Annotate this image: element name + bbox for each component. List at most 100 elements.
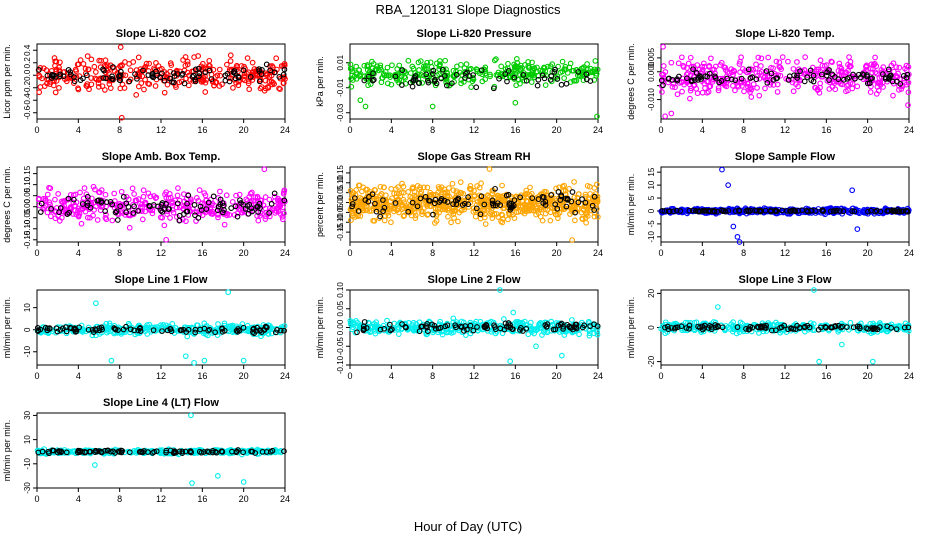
data-point [785,77,792,83]
chart-panel-5: Slope Gas Stream RH0 4 8 12 16 20 24-0.15-0.10… [315,151,603,258]
data-point [167,215,173,221]
data-point [507,74,514,81]
x-tick-label: 0 [658,371,663,381]
data-point [458,61,464,68]
x-tick-label: 8 [117,125,122,135]
series-hourly [361,66,594,92]
x-tick-label: 20 [239,371,249,381]
data-point [230,69,237,76]
data-point [785,58,791,65]
data-point [768,70,775,77]
data-point [688,78,695,85]
data-point [146,81,153,87]
data-point [202,69,209,76]
data-point [817,80,823,87]
y-tick-label: 0.005 [647,47,656,68]
panel-title: Slope Gas Stream RH [417,151,530,163]
data-point [753,61,759,68]
data-point [566,64,573,71]
data-point [592,58,599,64]
data-point [699,89,706,96]
data-point [490,85,497,92]
y-axis-label: ml/min per min. [626,297,636,359]
data-point [191,202,198,208]
data-point [687,54,694,61]
data-point [47,213,54,220]
data-point [158,70,165,77]
data-point [794,59,800,65]
data-point [573,77,580,84]
data-point [44,209,51,216]
data-point [678,54,685,61]
data-point [794,75,801,81]
data-point [690,63,697,70]
y-axis-label: Licor ppm per min. [2,44,12,119]
data-point [552,66,558,73]
outlier-point [507,358,514,365]
x-tick-label: 20 [239,248,249,258]
data-point [441,73,448,79]
data-point [63,78,70,85]
data-point [591,68,598,75]
data-point [880,64,887,70]
data-point [388,219,394,226]
data-point [837,81,844,87]
outlier-point [510,309,517,316]
data-point [537,67,543,74]
x-tick-label: 12 [780,248,790,258]
data-point [433,80,440,87]
data-point [841,76,847,83]
data-point [832,86,839,93]
data-point [674,91,681,98]
data-point [748,94,755,100]
data-point [361,62,368,69]
x-tick-label: 4 [389,371,394,381]
data-point [370,76,377,83]
x-tick-label: 12 [156,371,166,381]
data-point [525,58,531,65]
data-point [554,76,561,82]
data-point [77,189,83,196]
panel-title: Slope Li-820 Temp. [735,28,834,40]
data-point [444,82,450,89]
data-point [807,67,814,74]
data-point [455,218,461,225]
panel-title: Slope Li-820 Pressure [417,28,532,40]
data-point [437,58,443,64]
data-point [819,62,826,69]
x-tick-label: 24 [280,371,290,381]
data-point [140,187,147,194]
x-tick-label: 24 [593,248,603,258]
plot-frame [660,166,910,243]
x-tick-label: 0 [658,248,663,258]
data-point [269,63,275,69]
y-axis-label: ml/min per min. [2,420,12,482]
data-point [164,81,171,88]
data-point [247,74,254,80]
x-tick-label: 20 [552,248,562,258]
data-point [377,62,384,69]
data-point [153,68,159,75]
data-point [711,66,717,73]
data-point [361,77,368,84]
data-point [443,79,449,86]
data-point [384,80,391,87]
data-point [659,71,665,78]
data-point [846,54,852,60]
data-point [722,64,729,71]
data-point [443,66,449,73]
data-point [84,53,91,59]
x-tick-label: 4 [76,494,81,504]
x-tick-label: 12 [156,248,166,258]
data-point [732,77,739,84]
data-point [175,185,181,192]
data-point [846,74,853,81]
data-point [117,68,124,75]
data-point [271,69,278,76]
data-point [774,81,781,88]
y-tick-label: 0.2 [23,57,32,69]
y-tick-label: -0.6 [23,105,32,119]
data-point [829,71,836,78]
outlier-point [734,233,741,240]
data-point [405,189,412,195]
